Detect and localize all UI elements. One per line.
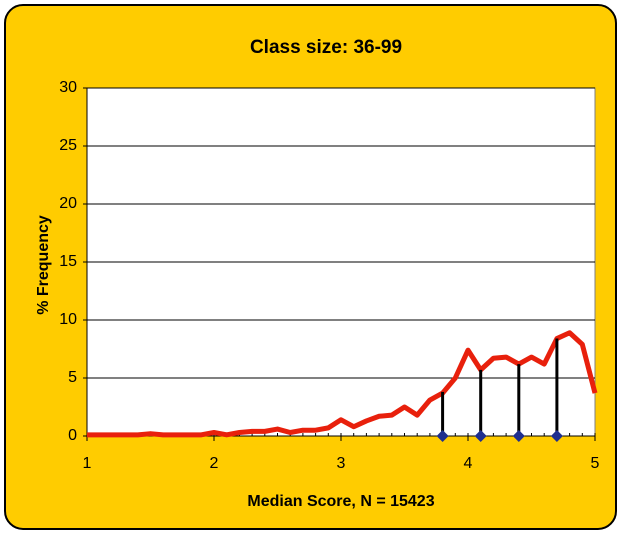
x-axis-label: Median Score, N = 15423	[247, 493, 434, 510]
y-tick-label: 30	[59, 79, 77, 96]
y-axis-label: % Frequency	[35, 215, 52, 315]
drop-marker	[436, 430, 449, 442]
x-tick-label: 2	[210, 455, 219, 472]
x-tick-label: 5	[591, 455, 600, 472]
y-tick-label: 20	[59, 195, 77, 212]
y-tick-label: 15	[59, 253, 77, 270]
x-tick-label: 4	[464, 455, 473, 472]
drop-marker	[474, 430, 487, 442]
x-tick-label: 1	[83, 455, 92, 472]
data-line	[87, 330, 598, 438]
y-tick-label: 10	[59, 311, 77, 328]
drop-marker	[550, 430, 563, 442]
x-tick-label: 3	[337, 455, 346, 472]
y-tick-label: 5	[68, 369, 77, 386]
y-tick-label: 25	[59, 137, 77, 154]
y-tick-label: 0	[68, 427, 77, 444]
drop-marker	[512, 430, 525, 442]
chart-title: Class size: 36-99	[250, 37, 402, 58]
